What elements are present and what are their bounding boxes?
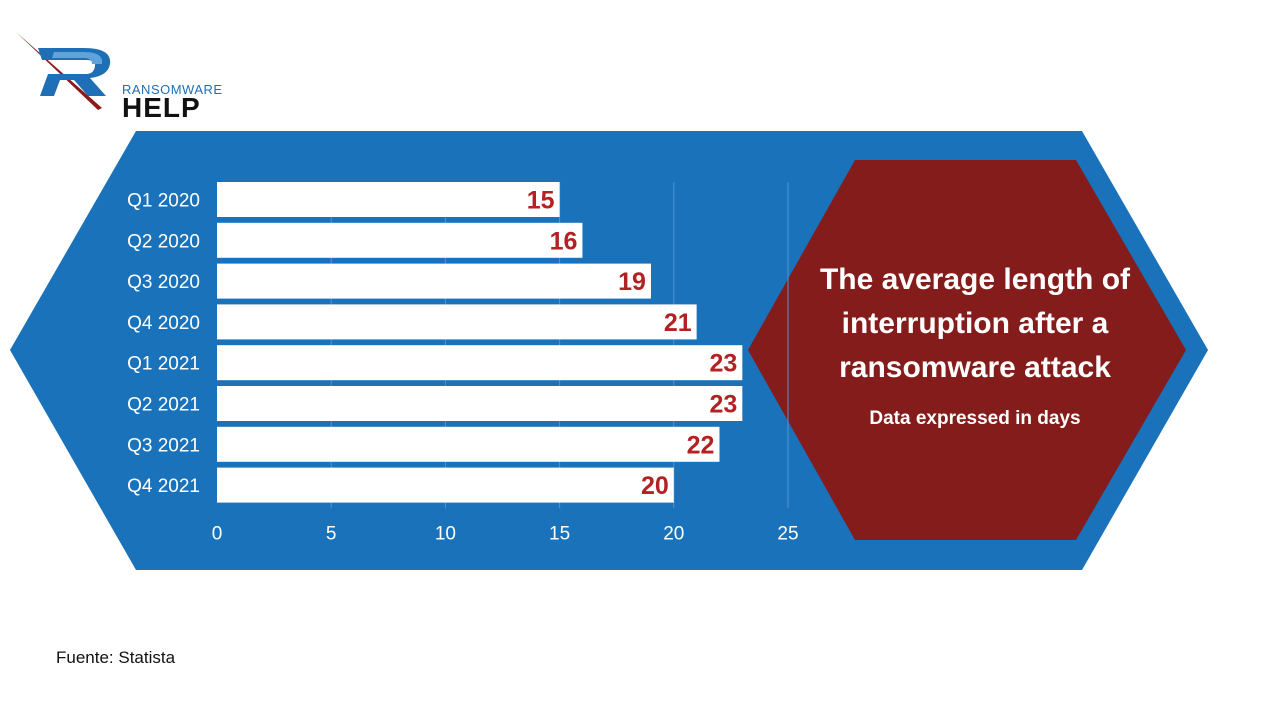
logo-mark-icon xyxy=(16,32,111,110)
logo-small-text: RANSOMWARE xyxy=(122,82,223,97)
bars-group: 15 16 19 21 23 23 22 20 xyxy=(217,182,743,503)
category-label: Q4 2020 xyxy=(127,313,200,334)
category-label: Q1 2020 xyxy=(127,191,200,212)
bar xyxy=(217,386,743,421)
title-block: The average length of interruption after… xyxy=(800,258,1150,430)
category-label: Q2 2021 xyxy=(127,395,200,416)
bar xyxy=(217,263,651,299)
red-hexagon-title-panel xyxy=(748,160,1186,540)
category-labels: Q1 2020 Q2 2020 Q3 2020 Q4 2020 Q1 2021 Q2 20… xyxy=(127,191,200,498)
x-axis-ticks: 0 5 10 15 20 25 xyxy=(212,523,799,544)
x-tick-label: 5 xyxy=(326,523,337,544)
category-label: Q2 2020 xyxy=(127,231,200,252)
source-note: Fuente: Statista xyxy=(56,648,176,667)
category-label: Q1 2021 xyxy=(127,354,200,375)
chart-subtitle: Data expressed in days xyxy=(869,408,1081,429)
logo-big-text: HELP xyxy=(122,92,201,123)
bar xyxy=(217,467,674,503)
x-tick-label: 10 xyxy=(435,523,456,544)
bar xyxy=(217,304,697,340)
x-tick-label: 20 xyxy=(663,523,684,544)
bar-value-label: 19 xyxy=(618,268,646,296)
bar xyxy=(217,345,743,381)
bar-value-label: 21 xyxy=(664,309,692,337)
chart-title: The average length of interruption after… xyxy=(819,263,1131,384)
bar-value-label: 23 xyxy=(710,350,738,378)
bar xyxy=(217,426,720,462)
x-tick-label: 0 xyxy=(212,523,223,544)
bar-value-label: 16 xyxy=(550,227,578,255)
bar-value-label: 20 xyxy=(641,472,669,500)
x-tick-label: 15 xyxy=(549,523,570,544)
category-label: Q3 2020 xyxy=(127,272,200,293)
category-label: Q3 2021 xyxy=(127,435,200,456)
bar xyxy=(217,182,560,217)
x-tick-label: 25 xyxy=(777,523,798,544)
bar-value-label: 15 xyxy=(527,187,555,215)
ransomware-help-logo: RANSOMWARE HELP xyxy=(14,30,224,123)
bar-value-label: 22 xyxy=(687,431,715,459)
bar xyxy=(217,222,583,258)
bar-value-label: 23 xyxy=(710,391,738,419)
category-label: Q4 2021 xyxy=(127,476,200,497)
